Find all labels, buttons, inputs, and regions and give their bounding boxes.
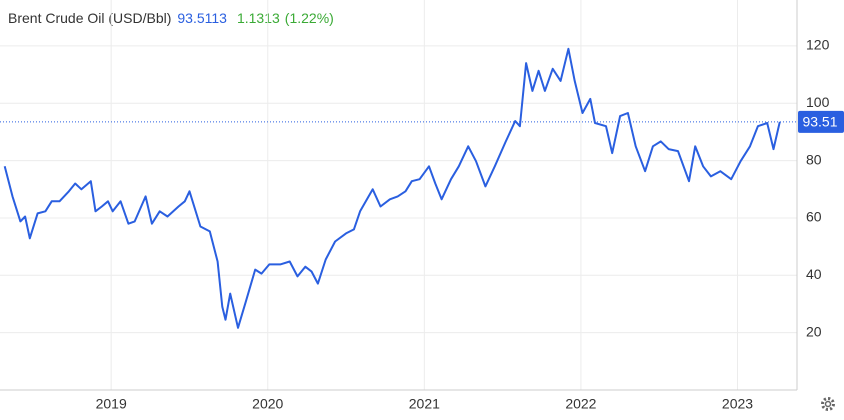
y-tick-label: 100 [806, 94, 830, 110]
y-tick-label: 60 [806, 209, 822, 225]
y-tick-label: 20 [806, 323, 822, 339]
change: 1.1313 [237, 10, 280, 26]
last-price-tag [798, 110, 844, 133]
last-price-label: 93.51 [802, 114, 837, 130]
y-tick-label: 40 [806, 266, 822, 282]
x-tick-label: 2021 [409, 396, 440, 412]
last-value: 93.5113 [177, 10, 227, 26]
x-tick-label: 2023 [722, 396, 753, 412]
x-tick-label: 2019 [96, 396, 127, 412]
x-tick-label: 2022 [565, 396, 596, 412]
settings-icon[interactable] [821, 397, 835, 411]
series-name: Brent Crude Oil (USD/Bbl) [8, 10, 171, 26]
y-tick-label: 80 [806, 151, 822, 167]
y-tick-label: 120 [806, 37, 830, 53]
change-percent: (1.22%) [285, 10, 334, 26]
price-line [3, 47, 781, 329]
x-tick-label: 2020 [252, 396, 283, 412]
chart-header: Brent Crude Oil (USD/Bbl) 93.5113 1.1313 (1… [8, 10, 334, 26]
